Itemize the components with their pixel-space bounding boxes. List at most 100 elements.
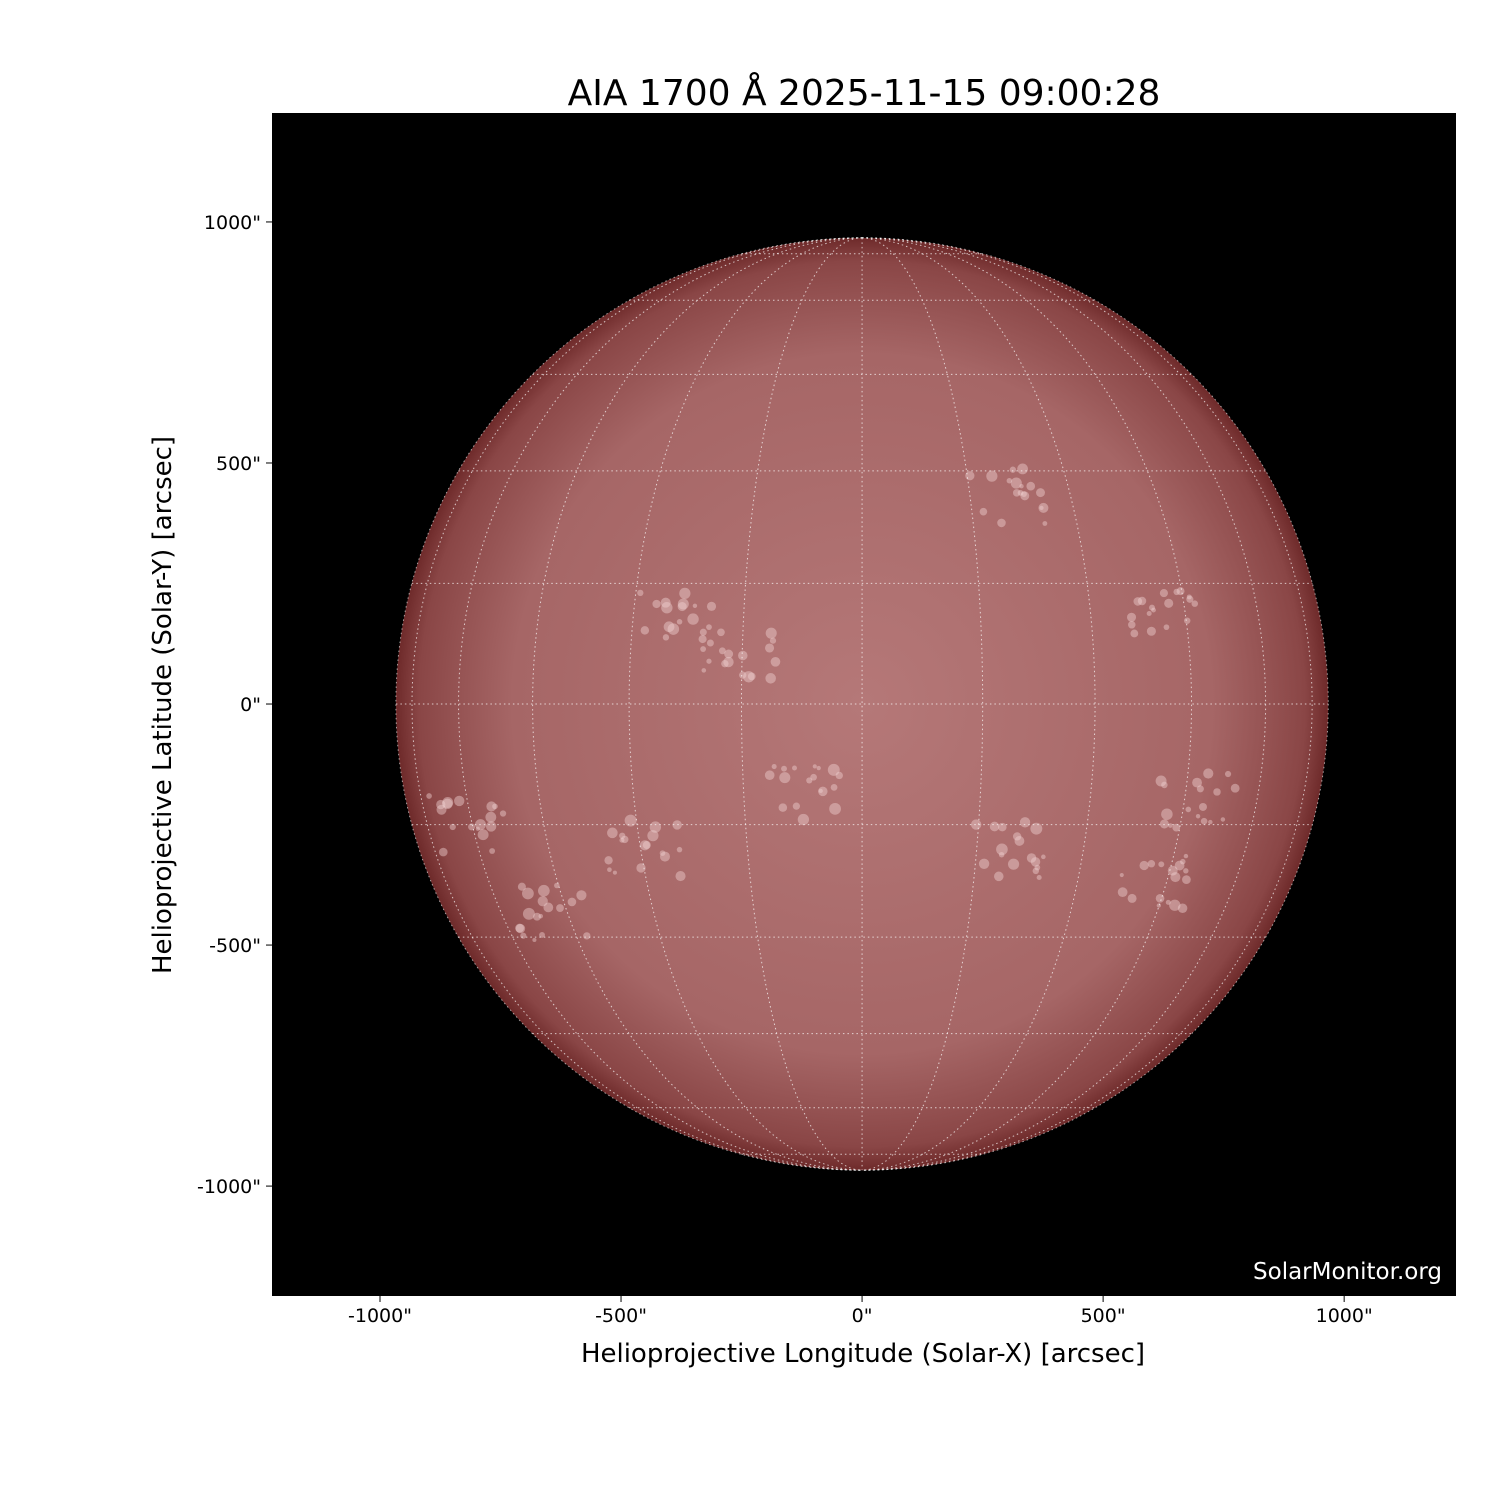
plage bbox=[1158, 861, 1165, 868]
plage bbox=[1174, 860, 1185, 871]
plage bbox=[739, 671, 747, 679]
plage bbox=[1183, 868, 1189, 874]
plage bbox=[1146, 626, 1156, 636]
plage bbox=[1006, 477, 1013, 484]
plage bbox=[1038, 502, 1049, 513]
plage bbox=[771, 764, 777, 770]
limb-grid-line bbox=[395, 237, 1329, 1171]
plage bbox=[723, 656, 734, 668]
plage bbox=[485, 811, 497, 823]
plage bbox=[661, 602, 673, 614]
plage bbox=[1185, 806, 1192, 813]
plage bbox=[779, 772, 791, 784]
plage bbox=[1186, 594, 1192, 600]
plage bbox=[765, 643, 775, 653]
plage bbox=[706, 601, 717, 611]
plage bbox=[1020, 491, 1030, 501]
plage bbox=[533, 912, 541, 921]
plage bbox=[827, 763, 840, 776]
plage bbox=[1128, 621, 1136, 629]
x-tick-label: 1000" bbox=[1316, 1305, 1373, 1327]
plage bbox=[486, 801, 497, 812]
plage bbox=[607, 867, 612, 873]
plage bbox=[1183, 617, 1191, 624]
plage bbox=[499, 810, 507, 817]
plage bbox=[522, 907, 535, 920]
plage bbox=[438, 847, 448, 857]
plage bbox=[426, 793, 432, 799]
plage bbox=[692, 603, 698, 609]
plage bbox=[639, 840, 651, 851]
plage bbox=[675, 871, 686, 882]
plage bbox=[1164, 598, 1174, 608]
plage bbox=[604, 856, 613, 865]
plage bbox=[676, 846, 683, 853]
plage bbox=[677, 598, 689, 610]
plage bbox=[1182, 875, 1191, 884]
plage bbox=[764, 770, 775, 781]
plage bbox=[1186, 595, 1194, 603]
plage bbox=[1155, 893, 1165, 903]
plage bbox=[778, 803, 788, 812]
plage bbox=[1032, 867, 1040, 875]
plage bbox=[1139, 860, 1149, 871]
watermark: SolarMonitor.org bbox=[1253, 1259, 1442, 1285]
plage bbox=[1161, 781, 1168, 789]
y-tick-label: 1000" bbox=[204, 212, 261, 234]
plage bbox=[489, 848, 496, 854]
plage bbox=[477, 829, 489, 841]
plage bbox=[816, 765, 821, 771]
plage bbox=[770, 656, 781, 667]
plage bbox=[436, 804, 447, 815]
plage bbox=[1039, 505, 1044, 511]
plage bbox=[537, 884, 550, 897]
plage bbox=[475, 826, 480, 831]
plage bbox=[1165, 899, 1171, 905]
plage bbox=[700, 646, 707, 652]
plage bbox=[1177, 903, 1188, 914]
plage bbox=[1155, 775, 1167, 787]
plage bbox=[442, 796, 454, 808]
plage bbox=[485, 821, 497, 832]
plage bbox=[1036, 488, 1045, 498]
plage bbox=[1208, 819, 1213, 825]
plage bbox=[543, 902, 554, 913]
plage bbox=[515, 923, 524, 933]
plage bbox=[978, 858, 990, 869]
plage bbox=[979, 507, 988, 516]
plage bbox=[738, 650, 748, 661]
plage bbox=[1159, 589, 1168, 598]
plage bbox=[556, 904, 564, 912]
plage bbox=[998, 851, 1005, 858]
plage bbox=[642, 841, 651, 850]
plage bbox=[706, 624, 712, 630]
plage bbox=[706, 658, 712, 664]
plage bbox=[1169, 899, 1181, 911]
plage bbox=[989, 821, 1000, 832]
plage bbox=[724, 649, 734, 659]
plage bbox=[997, 518, 1006, 528]
plage bbox=[1137, 596, 1147, 606]
plage bbox=[996, 843, 1008, 856]
plage bbox=[1173, 588, 1180, 596]
plage bbox=[619, 837, 625, 843]
plage bbox=[765, 673, 776, 684]
plage bbox=[1220, 817, 1226, 822]
plage bbox=[1195, 814, 1201, 819]
x-tick-label: -500" bbox=[595, 1305, 647, 1327]
plage bbox=[743, 671, 755, 683]
plage bbox=[1020, 491, 1027, 497]
plage bbox=[1042, 521, 1048, 526]
plage bbox=[583, 932, 591, 940]
plage bbox=[522, 887, 534, 900]
plage bbox=[576, 890, 587, 901]
plage bbox=[1119, 872, 1124, 878]
plage bbox=[810, 773, 817, 781]
plage bbox=[640, 626, 650, 635]
plage bbox=[537, 896, 548, 907]
plage bbox=[637, 589, 644, 597]
longitude-grid-line bbox=[862, 237, 983, 1171]
plage bbox=[1010, 477, 1022, 489]
